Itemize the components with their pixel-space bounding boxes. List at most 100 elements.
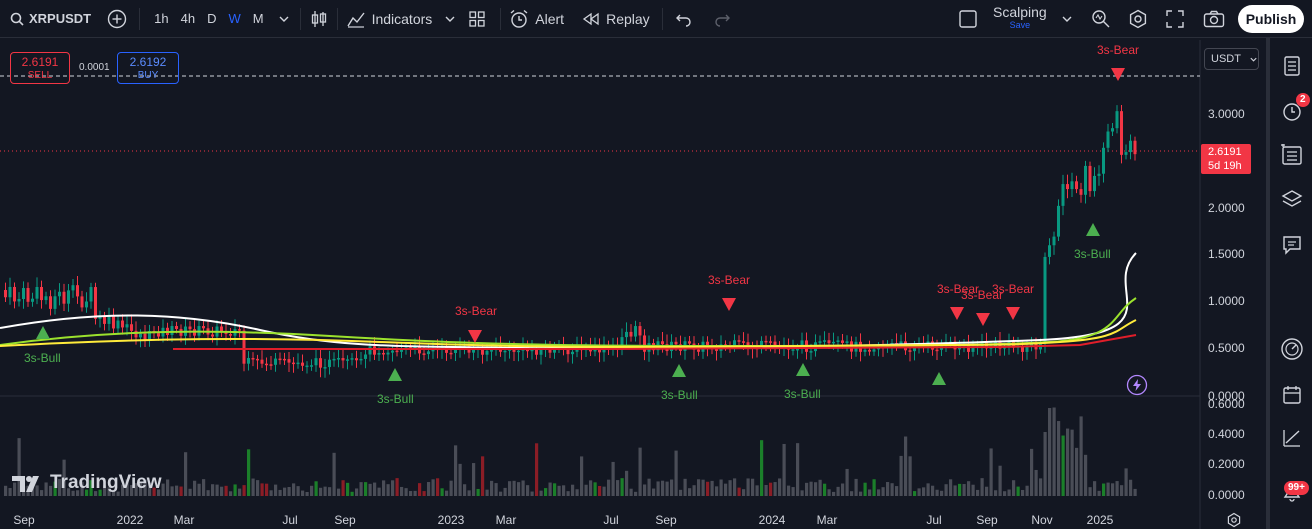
volume-bar bbox=[476, 488, 480, 496]
symbol-search[interactable]: XRPUSDT bbox=[0, 0, 91, 38]
candle-body bbox=[427, 351, 430, 355]
settings-button[interactable] bbox=[1128, 0, 1148, 38]
volume-bar bbox=[260, 483, 264, 496]
volume-bar bbox=[13, 482, 17, 496]
candle-body bbox=[868, 349, 871, 352]
bull-signal-marker bbox=[672, 364, 686, 377]
volume-bar bbox=[904, 436, 908, 496]
volume-bar bbox=[1070, 429, 1074, 496]
layout-save-status[interactable]: Save bbox=[1009, 19, 1031, 30]
sell-button[interactable]: 2.6191 SELL bbox=[10, 52, 70, 84]
volume-bar bbox=[746, 478, 750, 496]
volume-bar bbox=[44, 482, 48, 496]
volume-bar bbox=[697, 479, 701, 496]
volume-bar bbox=[584, 484, 588, 496]
candle-body bbox=[368, 346, 372, 355]
tradingview-logo[interactable]: TradingView bbox=[12, 472, 162, 494]
volume-bar bbox=[760, 440, 764, 496]
volume-bar bbox=[692, 485, 696, 496]
currency-select[interactable]: USDT bbox=[1204, 48, 1259, 70]
watchlist-button[interactable] bbox=[1278, 52, 1306, 80]
volume-bar bbox=[355, 488, 359, 496]
candle-body bbox=[773, 341, 777, 346]
ideas-button[interactable] bbox=[1278, 335, 1306, 363]
interval-4h[interactable]: 4h bbox=[180, 11, 196, 26]
lightning-icon[interactable] bbox=[1126, 374, 1148, 396]
interval-W[interactable]: W bbox=[228, 11, 241, 26]
candle-body bbox=[314, 358, 318, 366]
calendar-button[interactable] bbox=[1278, 381, 1306, 409]
volume-bar bbox=[814, 482, 818, 496]
interval-M[interactable]: M bbox=[252, 11, 264, 26]
replay-button[interactable]: Replay bbox=[582, 0, 650, 38]
volume-bar bbox=[107, 487, 111, 496]
layout-select[interactable]: Scalping Save bbox=[958, 0, 1075, 38]
currency-label: USDT bbox=[1211, 53, 1241, 65]
x-tick: 2025 bbox=[1086, 513, 1114, 527]
volume-bar bbox=[4, 485, 8, 496]
candle-body bbox=[737, 340, 741, 342]
chart-pane[interactable]: 2.6191 SELL 0.0001 2.6192 BUY USDT 2.619… bbox=[0, 40, 1262, 529]
right-sidebar: 2 99+ bbox=[1266, 38, 1312, 529]
alert-button[interactable]: Alert bbox=[509, 0, 564, 38]
indicators-label: Indicators bbox=[371, 10, 433, 27]
candle-body bbox=[688, 341, 691, 344]
volume-bar bbox=[778, 478, 782, 496]
volume-bar bbox=[571, 484, 575, 496]
volume-bar bbox=[949, 479, 953, 496]
candle-body bbox=[112, 316, 115, 329]
volume-bar bbox=[562, 485, 566, 496]
candle-body bbox=[629, 331, 633, 337]
chat-button[interactable] bbox=[1278, 231, 1306, 259]
candle-body bbox=[454, 349, 457, 353]
bull-signal-marker bbox=[388, 368, 402, 381]
interval-D[interactable]: D bbox=[207, 11, 217, 26]
volume-bar bbox=[827, 489, 831, 496]
drawing-tools-button[interactable] bbox=[1278, 424, 1306, 452]
candle-body bbox=[332, 358, 336, 361]
candle-body bbox=[706, 341, 709, 348]
volume-bar bbox=[8, 488, 12, 496]
volume-bar bbox=[377, 487, 381, 496]
y-tick: 0.5000 bbox=[1208, 341, 1245, 355]
volume-bar bbox=[841, 483, 845, 496]
fullscreen-button[interactable] bbox=[1166, 0, 1184, 38]
settings-gear-small-icon[interactable] bbox=[1226, 512, 1242, 528]
volume-bar bbox=[980, 478, 984, 496]
interval-1h[interactable]: 1h bbox=[154, 11, 169, 26]
chart-type-button[interactable] bbox=[309, 0, 329, 38]
volume-bar bbox=[103, 485, 107, 496]
alarm-clock-icon bbox=[1283, 103, 1301, 121]
candle-body bbox=[1075, 181, 1078, 190]
alerts-button[interactable]: 2 bbox=[1278, 93, 1310, 125]
chat-icon bbox=[1283, 236, 1301, 255]
candle-body bbox=[211, 334, 214, 337]
layers-button[interactable] bbox=[1278, 185, 1306, 213]
candle-body bbox=[1043, 256, 1047, 344]
notifications-button[interactable]: 99+ bbox=[1278, 478, 1309, 506]
price-chart[interactable] bbox=[0, 40, 1262, 529]
volume-bar bbox=[764, 485, 768, 496]
candle-body bbox=[310, 365, 313, 367]
undo-button[interactable] bbox=[675, 0, 693, 38]
compare-button[interactable] bbox=[107, 0, 127, 38]
volume-bar bbox=[755, 485, 759, 496]
redo-button[interactable] bbox=[713, 0, 731, 38]
data-window-button[interactable] bbox=[1278, 141, 1306, 169]
layouts-button[interactable] bbox=[468, 0, 486, 38]
quick-search-button[interactable] bbox=[1091, 0, 1111, 38]
buy-button[interactable]: 2.6192 BUY bbox=[117, 52, 179, 84]
chevron-down-icon[interactable] bbox=[276, 11, 292, 27]
volume-bar bbox=[292, 483, 296, 496]
divider bbox=[500, 7, 502, 30]
candle-body bbox=[395, 350, 399, 353]
snapshot-button[interactable] bbox=[1203, 0, 1225, 38]
volume-bar bbox=[1102, 483, 1106, 496]
publish-button[interactable]: Publish bbox=[1238, 5, 1304, 33]
sell-price: 2.6191 bbox=[21, 55, 59, 69]
volume-bar bbox=[256, 480, 260, 496]
volume-bar bbox=[161, 483, 165, 496]
indicators-button[interactable]: Indicators bbox=[346, 0, 459, 38]
volume-bar bbox=[328, 487, 332, 496]
volume-bar bbox=[679, 489, 683, 496]
